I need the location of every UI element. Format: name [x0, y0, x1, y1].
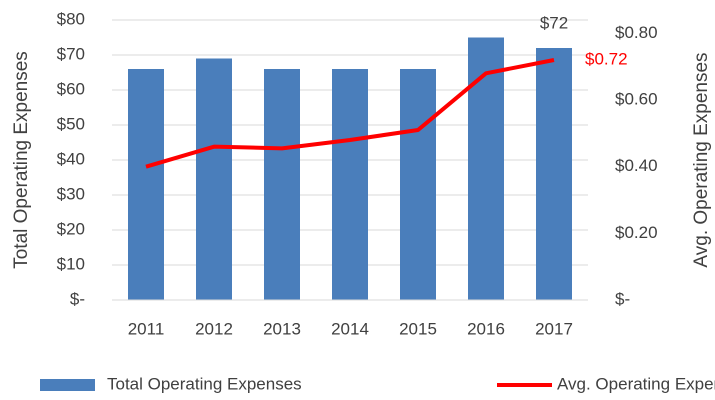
y-tick-label: $80 — [57, 9, 85, 28]
y-tick-label: $70 — [57, 44, 85, 63]
y2-axis-title: Avg. Operating Expenses — [691, 52, 712, 267]
x-tick-label: 2011 — [128, 319, 165, 338]
y-tick-label: $30 — [57, 184, 85, 203]
y-tick-label: $40 — [57, 149, 85, 168]
y2-tick-label: $0.20 — [615, 223, 658, 242]
y2-tick-label: $0.40 — [615, 156, 658, 175]
bar — [128, 69, 164, 300]
legend-swatch — [40, 379, 95, 391]
y-tick-label: $60 — [57, 79, 85, 98]
legend-label: Total Operating Expenses — [107, 374, 302, 393]
y2-tick-label: $0.80 — [615, 23, 658, 42]
x-tick-label: 2012 — [195, 319, 233, 338]
y-tick-label: $- — [70, 289, 85, 308]
bar — [196, 58, 232, 300]
x-tick-label: 2016 — [467, 319, 505, 338]
y-tick-label: $10 — [57, 254, 85, 273]
y-tick-label: $20 — [57, 219, 85, 238]
bar — [536, 48, 572, 300]
bar — [468, 37, 504, 300]
y-tick-label: $50 — [57, 114, 85, 133]
x-tick-label: 2014 — [331, 319, 369, 338]
bar — [400, 69, 436, 300]
y2-tick-label: $- — [615, 289, 630, 308]
x-tick-label: 2013 — [263, 319, 301, 338]
line — [145, 58, 555, 169]
bar — [264, 69, 300, 300]
legend-label: Avg. Operating Expenses — [557, 374, 715, 393]
x-tick-label: 2017 — [535, 319, 573, 338]
y2-tick-label: $0.60 — [615, 89, 658, 108]
x-tick-label: 2015 — [399, 319, 437, 338]
data-label: $72 — [540, 13, 568, 32]
y-axis-title: Total Operating Expenses — [11, 51, 32, 269]
data-label: $0.72 — [585, 49, 628, 68]
bar — [332, 69, 368, 300]
